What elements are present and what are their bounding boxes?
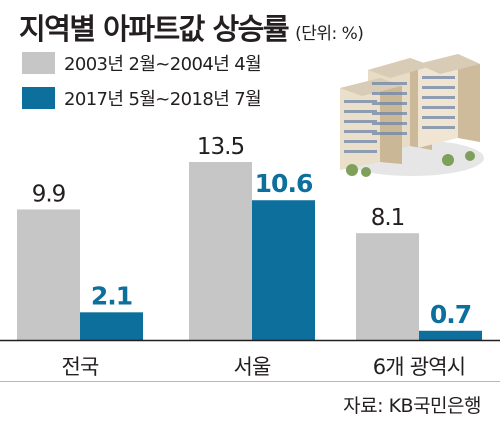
value-label-2-series-1: 13.5	[197, 134, 244, 160]
chart-title: 지역별 아파트값 상승률	[19, 12, 290, 46]
category-label-2: 서울	[233, 355, 271, 379]
bar-2-series-2	[252, 200, 315, 340]
value-label-1-series-1: 9.9	[32, 181, 66, 207]
legend-item-series-1: 2003년 2월~2004년 4월	[22, 50, 262, 76]
bar-3-series-1	[356, 233, 419, 340]
category-labels: 전국 서울 6개 광역시	[61, 355, 466, 379]
legend: 2003년 2월~2004년 4월 2017년 5월~2018년 7월	[22, 50, 262, 120]
bottom-divider	[0, 381, 500, 382]
legend-item-series-2: 2017년 5월~2018년 7월	[22, 85, 262, 111]
legend-swatch-series-1	[22, 52, 55, 74]
title-row: 지역별 아파트값 상승률 (단위: %)	[19, 6, 364, 48]
value-label-1-series-2: 2.1	[91, 281, 132, 310]
value-label-3-series-1: 8.1	[371, 205, 405, 231]
bar-3-series-2	[419, 330, 482, 340]
unit-label: (단위: %)	[295, 24, 364, 44]
bar-2-series-1	[189, 162, 252, 340]
bar-1-series-2	[80, 312, 143, 340]
apartment-buildings-illustration	[340, 54, 484, 177]
bars-group: 9.9 2.1 13.5 10.6 8.1 0.7	[17, 134, 482, 340]
legend-swatch-series-2	[22, 87, 55, 109]
source-note: 자료: KB국민은행	[343, 395, 481, 417]
value-label-2-series-2: 10.6	[255, 169, 313, 198]
value-label-3-series-2: 0.7	[430, 300, 471, 329]
bar-1-series-1	[17, 209, 80, 340]
category-label-3: 6개 광역시	[373, 355, 466, 379]
legend-label-series-1: 2003년 2월~2004년 4월	[64, 54, 262, 75]
legend-label-series-2: 2017년 5월~2018년 7월	[64, 89, 262, 110]
category-label-1: 전국	[61, 355, 99, 379]
